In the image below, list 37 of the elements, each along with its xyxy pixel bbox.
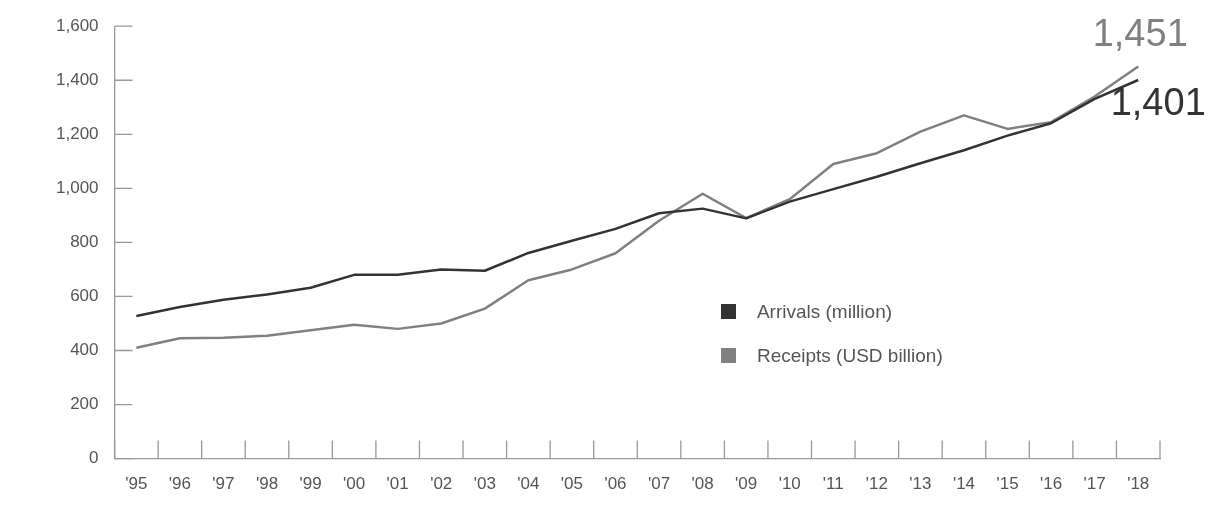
x-tick-label: '18 [1127, 474, 1150, 494]
x-tick-label: '00 [343, 474, 366, 494]
legend-label: Receipts (USD billion) [756, 344, 943, 367]
x-tick-label: '10 [778, 474, 801, 494]
x-tick-label: '95 [125, 474, 148, 494]
x-tick-label: '99 [299, 474, 322, 494]
y-tick-label: 1,600 [55, 15, 99, 35]
x-tick-label: '15 [996, 474, 1019, 494]
y-tick-label: 800 [70, 232, 99, 252]
data-label: 1,451 [1092, 11, 1188, 54]
y-tick-label: 200 [70, 394, 99, 414]
y-tick-label: 600 [70, 286, 99, 306]
x-tick-label: '05 [560, 474, 584, 494]
x-tick-label: '06 [604, 474, 627, 494]
x-tick-label: '13 [909, 474, 932, 494]
y-tick-label: 1,400 [55, 69, 99, 89]
x-tick-label: '01 [386, 474, 409, 494]
x-tick-label: '96 [168, 474, 191, 494]
x-tick-label: '07 [647, 474, 671, 494]
x-tick-label: '02 [430, 474, 453, 494]
y-tick-label: 1,200 [55, 123, 99, 143]
y-tick-label: 1,000 [55, 178, 99, 198]
x-tick-label: '08 [691, 474, 714, 494]
x-tick-label: '97 [212, 474, 235, 494]
x-tick-label: '16 [1040, 474, 1063, 494]
y-tick-label: 0 [89, 448, 99, 468]
x-tick-label: '04 [517, 474, 540, 494]
x-tick-label: '09 [735, 474, 758, 494]
x-tick-label: '14 [952, 474, 976, 494]
x-tick-label: '11 [822, 474, 844, 494]
x-tick-label: '17 [1083, 474, 1106, 494]
data-label: 1,401 [1110, 81, 1206, 124]
legend-label: Arrivals (million) [756, 300, 893, 323]
y-tick-label: 400 [70, 340, 99, 360]
x-tick-label: '03 [473, 474, 496, 494]
x-tick-label: '12 [865, 474, 888, 494]
x-tick-label: '98 [255, 474, 279, 494]
